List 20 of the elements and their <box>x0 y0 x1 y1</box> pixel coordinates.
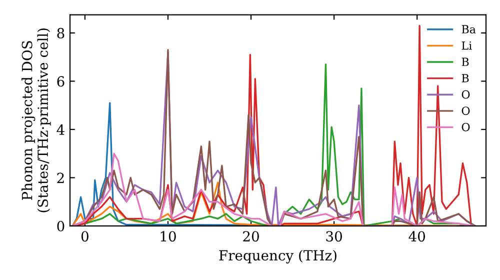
legend-label: O <box>462 90 470 99</box>
x-axis-title: Frequency (THz) <box>219 250 336 264</box>
legend-label: O <box>462 122 470 132</box>
x-tick-label: 10 <box>160 231 176 242</box>
legend-label: B <box>462 58 469 66</box>
x-tick-label: 30 <box>326 231 342 242</box>
y-tick-label: 8 <box>57 28 64 38</box>
y-tick-label: 6 <box>57 76 64 87</box>
x-tick-label: 40 <box>408 231 425 242</box>
x-tick-label: 0 <box>81 231 88 242</box>
legend-label: Li <box>462 41 472 50</box>
legend-label: B <box>462 74 469 82</box>
y-axis-title: Phonon projected DOS (States/THz·primitive cell) <box>22 28 51 212</box>
y-tick-label: 2 <box>57 172 64 183</box>
y-tick-label: 4 <box>56 124 64 135</box>
y-tick-label: 0 <box>57 220 64 232</box>
line-series <box>72 152 476 226</box>
legend-label: O <box>462 106 470 115</box>
legend-label: Ba <box>462 25 476 34</box>
x-tick-label: 20 <box>243 231 259 242</box>
